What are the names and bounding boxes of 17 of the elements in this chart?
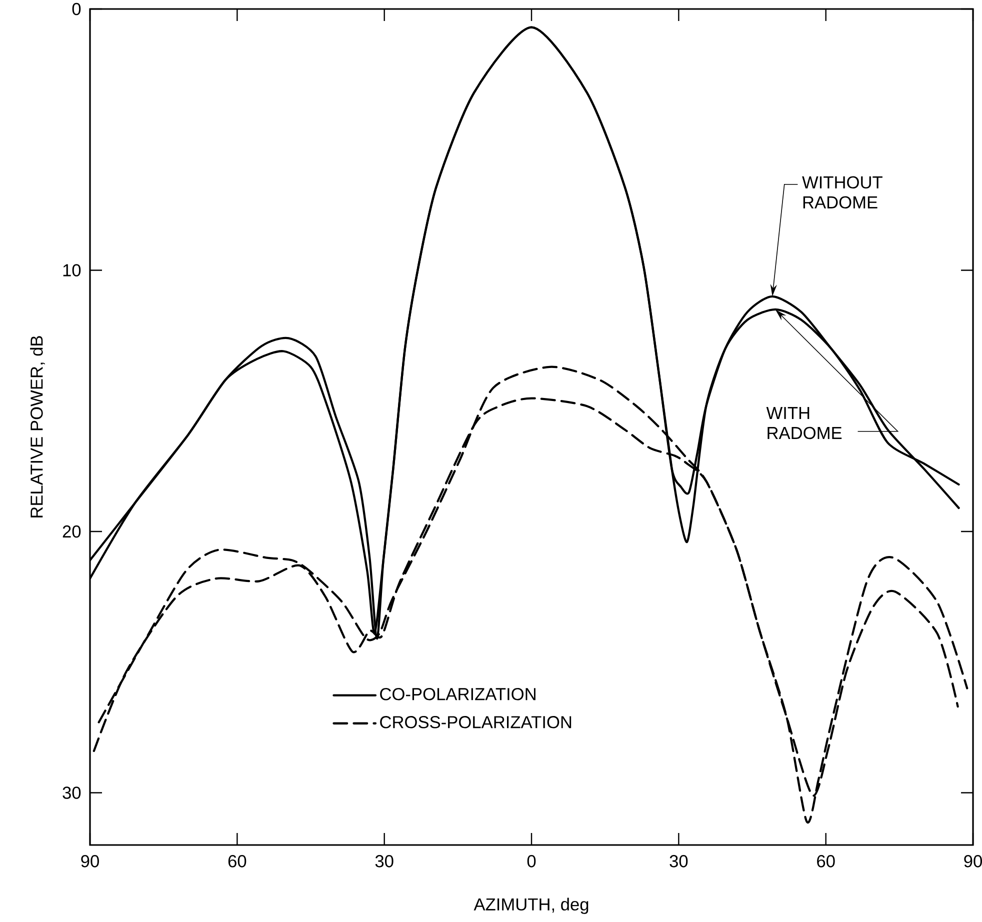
x-tick-label: 60 — [228, 855, 246, 868]
x-tick-label: 0 — [527, 855, 536, 868]
x-tick-label: 30 — [670, 855, 688, 868]
x-tick-label: 60 — [817, 855, 835, 868]
x-tick-label: 90 — [964, 855, 982, 868]
y-tick-label: 0 — [72, 2, 81, 16]
y-tick-label: 10 — [63, 264, 81, 276]
x-tick-label: 30 — [375, 855, 394, 868]
legend-label: CROSS-POLARIZATION — [380, 716, 572, 728]
annotation: WITH RADOME — [766, 407, 842, 440]
x-tick-label: 90 — [81, 855, 99, 868]
annotation: WITHOUT RADOME — [802, 176, 882, 209]
x-axis-title: AZIMUTH, deg — [474, 898, 588, 914]
y-axis-title: RELATIVE POWER, dB — [30, 336, 45, 518]
y-tick-label: 30 — [62, 786, 81, 799]
legend-label: CO-POLARIZATION — [380, 688, 536, 700]
y-tick-label: 20 — [62, 525, 81, 538]
